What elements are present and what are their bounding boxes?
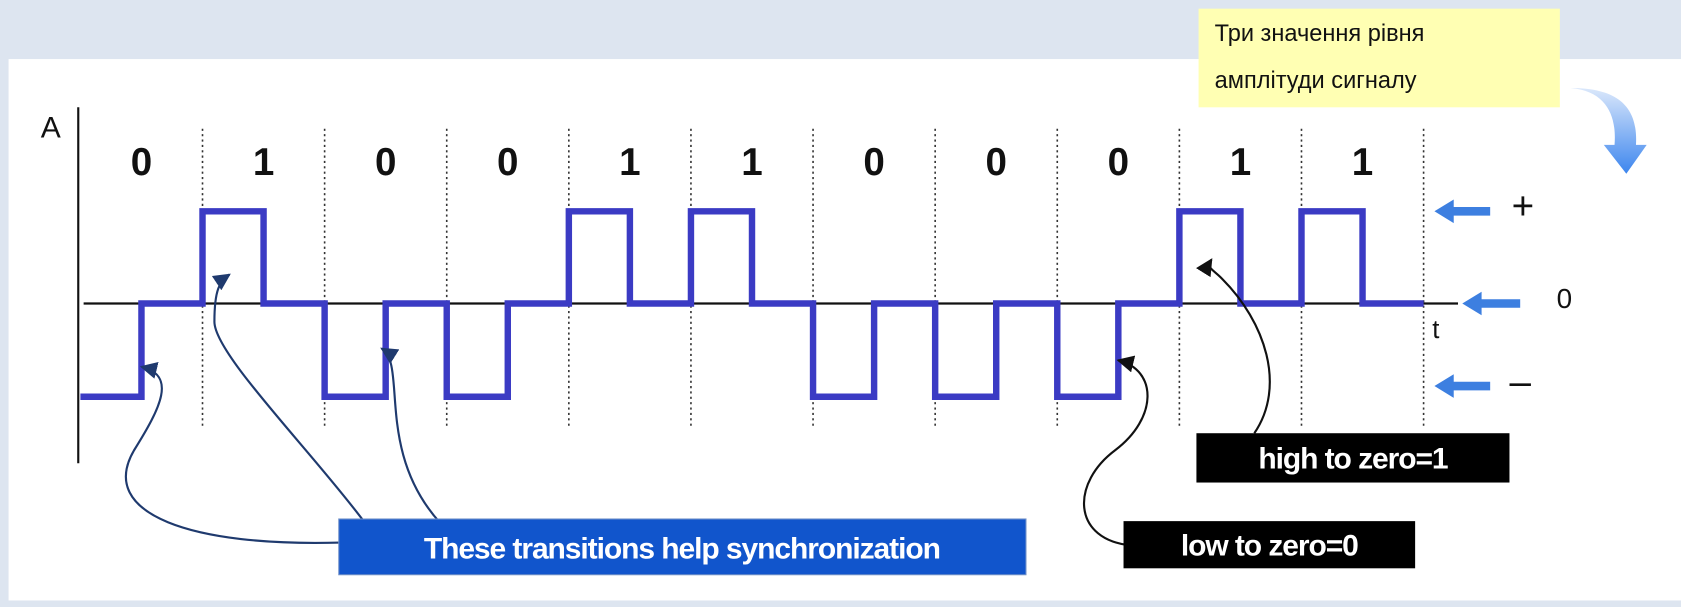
level-arrows: [1434, 199, 1521, 398]
high-box: [1196, 433, 1510, 483]
low-label: low to zero=0: [1181, 529, 1358, 562]
low-box: [1123, 521, 1416, 569]
curved-arrow: [1570, 88, 1647, 174]
bit-label: 0: [375, 141, 396, 184]
bit-label: 0: [985, 141, 1006, 184]
level-low: –: [1509, 361, 1531, 404]
bit-label: 1: [253, 141, 274, 184]
y-axis-label: A: [41, 111, 61, 144]
panel: [8, 59, 1681, 601]
note-line: Три значення рівня: [1215, 20, 1425, 46]
level-high: +: [1512, 185, 1535, 228]
bit-label: 1: [1352, 141, 1373, 184]
bit-label: 0: [497, 141, 518, 184]
sync-label: These transitions help synchronization: [424, 533, 940, 566]
sync-box: [338, 518, 1027, 576]
bit-label: 0: [1108, 141, 1129, 184]
bit-label: 1: [1230, 141, 1251, 184]
pointers: [124, 258, 1271, 546]
bit-label: 1: [619, 141, 640, 184]
bit-label: 1: [741, 141, 762, 184]
bit-label: 0: [131, 141, 152, 184]
waveform: [80, 208, 1424, 400]
note-line: амплітуди сигналу: [1215, 67, 1417, 93]
note-box: [1198, 8, 1560, 108]
bit-label: 0: [863, 141, 884, 184]
level-zero: 0: [1557, 283, 1573, 314]
x-axis-label: t: [1432, 316, 1439, 344]
high-label: high to zero=1: [1258, 443, 1448, 476]
